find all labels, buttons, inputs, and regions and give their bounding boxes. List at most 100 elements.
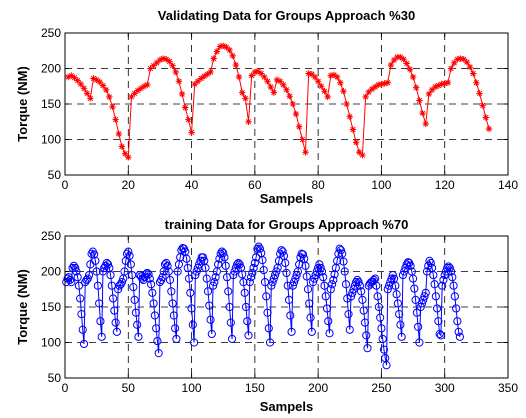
x-tick-label: 100 <box>371 178 391 192</box>
x-tick-label: 150 <box>245 381 265 395</box>
data-point <box>156 56 164 64</box>
data-point <box>145 274 154 283</box>
data-point <box>425 256 434 265</box>
y-axis-label: Torque (NM) <box>15 269 30 345</box>
data-point <box>327 280 337 289</box>
data-point <box>349 285 358 294</box>
data-point <box>229 52 236 59</box>
data-point <box>447 65 455 72</box>
data-point <box>267 83 274 91</box>
data-point <box>387 274 396 283</box>
data-point <box>241 302 251 312</box>
data-point <box>130 295 139 304</box>
data-point <box>128 93 135 101</box>
data-point <box>134 87 141 94</box>
data-point <box>110 306 119 315</box>
data-point <box>355 281 365 290</box>
data-point <box>248 72 255 79</box>
data-point <box>298 250 308 259</box>
data-point <box>115 130 122 138</box>
data-point <box>203 287 213 296</box>
data-point <box>330 71 338 79</box>
data-point <box>269 274 278 283</box>
data-point <box>144 81 151 89</box>
data-point <box>150 311 159 320</box>
data-point <box>324 93 331 101</box>
data-point <box>235 260 244 269</box>
data-point <box>226 46 233 54</box>
data-point <box>281 258 290 268</box>
data-point <box>93 281 103 290</box>
data-point <box>303 285 313 294</box>
data-point <box>158 273 167 282</box>
data-point <box>69 261 78 270</box>
data-point <box>378 80 385 88</box>
x-tick-label: 0 <box>62 381 69 395</box>
x-tick-label: 120 <box>435 178 455 192</box>
data-point <box>302 272 311 281</box>
data-point <box>305 70 312 77</box>
data-point <box>146 280 156 289</box>
data-point <box>206 315 215 324</box>
y-tick-label: 50 <box>48 371 62 385</box>
x-axis-label: Sampels <box>260 399 313 414</box>
data-point <box>207 329 216 339</box>
data-point <box>165 275 175 285</box>
data-point <box>398 270 408 280</box>
data-point <box>74 77 81 84</box>
data-point <box>321 292 330 301</box>
x-axis-label: Sampels <box>260 191 313 206</box>
data-point <box>297 249 306 258</box>
data-point <box>169 62 176 69</box>
data-point <box>172 334 181 344</box>
data-point <box>373 292 382 301</box>
data-point <box>318 83 325 90</box>
data-point <box>64 73 72 81</box>
data-point <box>445 263 454 273</box>
data-point <box>329 275 338 285</box>
data-point <box>359 151 366 159</box>
x-tick-label: 80 <box>311 178 325 192</box>
data-point <box>420 292 429 301</box>
data-point <box>362 331 371 340</box>
data-point <box>444 262 453 271</box>
data-point <box>186 288 195 297</box>
data-point <box>421 288 430 297</box>
data-point <box>400 56 407 63</box>
data-point <box>225 302 234 312</box>
data-point <box>444 79 452 86</box>
data-point <box>106 270 115 280</box>
data-point <box>428 86 436 93</box>
data-point <box>137 85 145 92</box>
x-tick-label: 0 <box>62 178 69 192</box>
data-point <box>381 80 388 87</box>
data-point <box>291 274 300 283</box>
data-point <box>84 270 94 280</box>
data-point <box>390 56 398 64</box>
data-point <box>419 295 428 304</box>
data-point <box>335 244 344 253</box>
y-tick-label: 200 <box>41 62 61 76</box>
data-point <box>76 294 85 303</box>
data-point <box>417 299 427 308</box>
data-point <box>336 246 346 255</box>
data-point <box>452 304 461 313</box>
data-point <box>226 318 235 327</box>
data-point <box>308 278 318 287</box>
data-point <box>264 324 273 333</box>
data-point <box>198 253 208 262</box>
data-point <box>326 285 335 294</box>
x-tick-label: 140 <box>498 178 518 192</box>
data-point <box>236 263 246 273</box>
data-point <box>150 62 157 69</box>
data-point <box>330 270 339 279</box>
data-point <box>182 104 189 111</box>
data-point <box>434 317 443 326</box>
data-point <box>210 55 217 62</box>
data-point <box>83 274 92 283</box>
data-point <box>159 55 167 62</box>
y-tick-label: 200 <box>41 265 61 279</box>
y-tick-label: 50 <box>48 168 62 182</box>
data-point <box>327 72 334 79</box>
